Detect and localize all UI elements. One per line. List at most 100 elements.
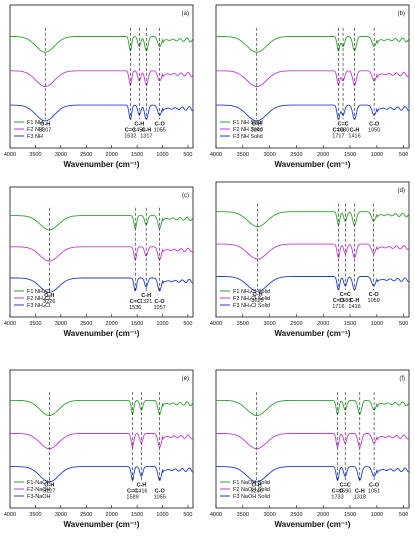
series-line-F1	[216, 399, 410, 416]
series-line-F1	[10, 215, 194, 231]
x-tick-label: 3000	[55, 152, 67, 158]
peak-group-label: C=O	[332, 488, 344, 494]
series-line-F2	[216, 70, 410, 87]
x-tick-label: 1500	[131, 321, 143, 327]
x-tick-label: 1500	[344, 152, 356, 158]
series-line-F3	[216, 466, 410, 483]
legend-entry-F2: F2 NH₄Cl Solid	[233, 296, 270, 302]
x-axis-label: Wavenumber (cm⁻¹)	[275, 329, 351, 338]
x-tick-label: 2000	[106, 512, 118, 518]
legend-entry-F1: F1 NH Solid	[233, 120, 263, 126]
peak-wavenumber-label: 3240	[251, 488, 263, 494]
peak-group-label: C-O	[369, 292, 380, 298]
panel-d: 4000 3500 3000 2500 2000 1500 1000 500 Wavenumbe…	[210, 181, 410, 338]
x-tick-label: 1000	[371, 152, 383, 158]
peak-wavenumber-label: 3226	[43, 299, 55, 305]
peak-group-label: C=C	[337, 121, 348, 127]
peak-wavenumber-label: 1588	[339, 298, 351, 304]
peak-group-label: C-H	[141, 127, 151, 133]
legend-entry-F2: F2 NaOH Solid	[233, 487, 270, 493]
x-tick-label: 1500	[344, 321, 356, 327]
x-tick-label: 3000	[55, 512, 67, 518]
series-line-F3	[216, 104, 410, 122]
peak-group-label: C-O	[155, 488, 166, 494]
x-tick-label: 2500	[290, 152, 302, 158]
x-tick-label: 2000	[317, 152, 329, 158]
peak-wavenumber-label: 3307	[39, 127, 51, 133]
peak-wavenumber-label: 1632	[124, 133, 136, 139]
panel-e: 4000 3500 3000 2500 2000 1500 1000 500 Wavenumbe…	[4, 369, 194, 529]
peak-group-label: C=O	[333, 127, 345, 133]
series-line-F3	[10, 277, 193, 293]
x-tick-label: 1000	[156, 152, 168, 158]
panel-a: 4000 3500 3000 2500 2000 1500 1000 500 Wavenumbe…	[4, 4, 194, 169]
peak-wavenumber-label: 1416	[348, 133, 360, 139]
peak-group-label: C=C	[340, 292, 351, 298]
x-tick-label: 3500	[237, 321, 249, 327]
peak-group-label: C-O	[369, 121, 380, 127]
x-axis-label: Wavenumber (cm⁻¹)	[64, 520, 140, 529]
x-tick-label: 2000	[106, 321, 118, 327]
x-tick-label: 2500	[80, 321, 92, 327]
x-tick-label: 4000	[210, 512, 222, 518]
plot-frame	[9, 4, 194, 149]
peak-group-label: C-H	[136, 482, 146, 488]
panel-label: (f)	[399, 376, 405, 382]
x-axis-label: Wavenumber (cm⁻¹)	[275, 160, 351, 169]
x-tick-label: 1500	[131, 512, 143, 518]
panel-f: 4000 3500 3000 2500 2000 1500 1000 500 Wavenumbe…	[210, 369, 410, 529]
series-line-F2	[216, 243, 410, 260]
peak-group-label: C=C	[130, 299, 141, 305]
x-tick-label: 1500	[344, 512, 356, 518]
panel-b: 4000 3500 3000 2500 2000 1500 1000 500 Wavenumbe…	[210, 4, 410, 169]
x-tick-label: 4000	[210, 152, 222, 158]
x-tick-label: 3000	[55, 321, 67, 327]
peak-group-label: O-H	[252, 482, 262, 488]
peak-group-label: C-H	[355, 488, 365, 494]
peak-group-label: O-H	[44, 482, 54, 488]
peak-group-label: O-H	[44, 293, 54, 299]
series-line-F2	[216, 433, 410, 450]
series-line-F1	[216, 36, 410, 53]
series-line-F2	[10, 70, 194, 87]
peak-group-label: C=C	[125, 127, 136, 133]
peak-wavenumber-label: 1050	[368, 127, 380, 133]
x-tick-label: 3500	[29, 321, 41, 327]
series-line-F1	[10, 399, 194, 416]
peak-wavenumber-label: 3225	[251, 298, 263, 304]
x-tick-label: 3500	[29, 512, 41, 518]
series-line-F2	[10, 433, 194, 450]
x-tick-label: 3000	[263, 512, 275, 518]
peak-group-label: O-H	[252, 121, 262, 127]
peak-group-label: O-H	[253, 292, 263, 298]
peak-wavenumber-label: 1321	[140, 299, 152, 305]
legend-entry-F2: F2 NH₄Cl	[27, 296, 50, 302]
peak-wavenumber-label: 1716	[332, 304, 344, 310]
legend-entry-F3: F3 NH Solid	[233, 134, 263, 140]
x-tick-label: 2500	[290, 321, 302, 327]
peak-group-label: C=C	[340, 482, 351, 488]
panel-label: (c)	[182, 193, 189, 199]
x-tick-label: 4000	[4, 321, 16, 327]
x-tick-label: 2500	[80, 152, 92, 158]
peak-wavenumber-label: 3240	[251, 127, 263, 133]
x-tick-label: 3000	[263, 321, 275, 327]
peak-wavenumber-label: 1055	[154, 127, 166, 133]
peak-wavenumber-label: 1057	[153, 305, 165, 311]
peak-wavenumber-label: 1589	[126, 494, 138, 500]
x-tick-label: 1000	[156, 512, 168, 518]
x-tick-label: 3000	[263, 152, 275, 158]
x-tick-label: 2500	[290, 512, 302, 518]
x-axis-label: Wavenumber (cm⁻¹)	[275, 520, 351, 529]
x-tick-label: 2500	[80, 512, 92, 518]
x-tick-label: 2000	[106, 152, 118, 158]
plot-frame	[215, 181, 410, 318]
x-tick-label: 4000	[4, 152, 16, 158]
peak-wavenumber-label: 1416	[135, 488, 147, 494]
legend-entry-F3: F3 NaOH Solid	[233, 494, 270, 500]
panel-label: (a)	[182, 11, 189, 17]
x-tick-label: 3500	[237, 512, 249, 518]
x-tick-label: 1000	[156, 321, 168, 327]
x-tick-label: 1000	[371, 321, 383, 327]
plot-frame	[215, 369, 410, 509]
